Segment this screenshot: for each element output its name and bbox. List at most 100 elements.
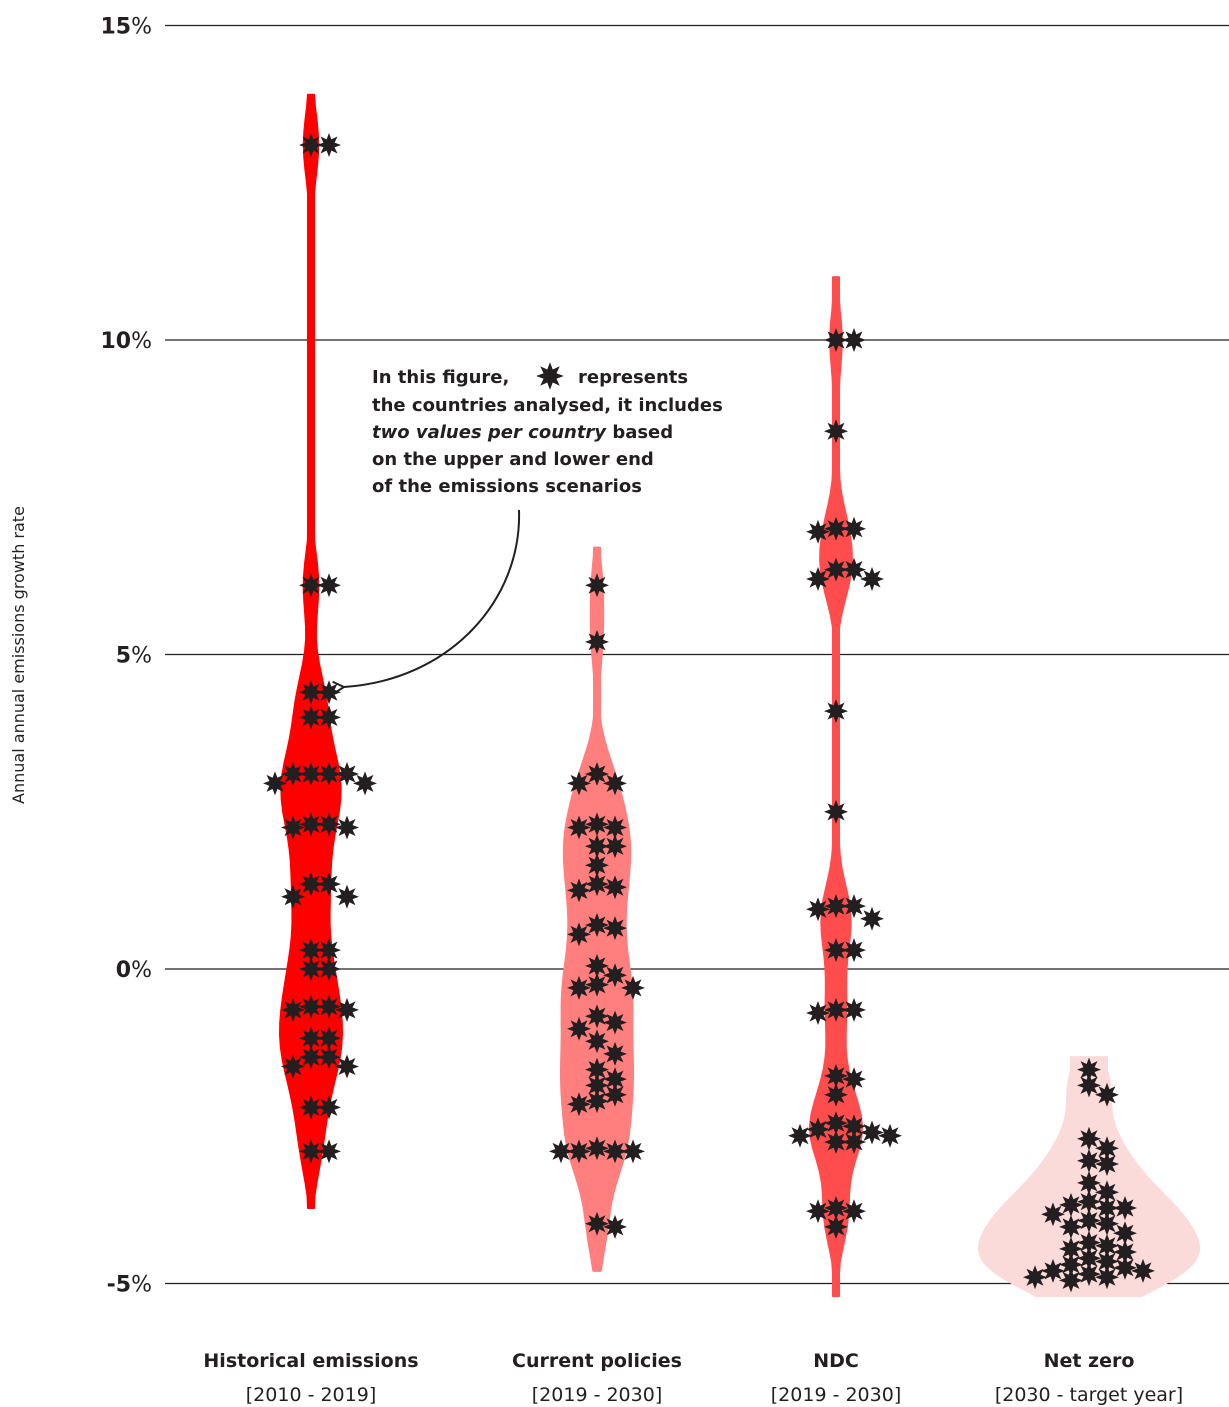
y-tick-label: 0% [116, 958, 152, 983]
note-line1-b: represents [578, 367, 688, 388]
country-point [603, 1082, 627, 1107]
country-point [842, 894, 866, 919]
country-point [317, 705, 341, 730]
note-marker-icon [536, 362, 564, 390]
country-point [585, 1211, 609, 1236]
country-point [878, 1123, 902, 1148]
country-point [621, 975, 645, 1000]
country-point [1095, 1211, 1119, 1236]
country-point [1077, 1208, 1101, 1233]
y-tick-label: 15% [100, 15, 152, 40]
country-point [603, 963, 627, 988]
country-point [1095, 1265, 1119, 1290]
country-point [567, 771, 591, 796]
y-tick-label: 5% [116, 644, 152, 669]
country-point [806, 1001, 830, 1025]
country-point [824, 1082, 848, 1107]
country-point [567, 815, 591, 840]
country-point [585, 573, 609, 598]
country-point [842, 997, 866, 1022]
y-tick-unit: % [131, 958, 152, 983]
country-point [335, 815, 359, 840]
violin-current-policies [560, 546, 634, 1272]
y-tick-unit: % [131, 1273, 152, 1298]
country-point [1095, 1152, 1119, 1176]
country-point [1113, 1255, 1137, 1280]
country-point [585, 1089, 609, 1114]
country-point [824, 419, 848, 444]
country-point [603, 875, 627, 900]
y-tick-label: 10% [100, 329, 152, 354]
country-point [281, 884, 305, 909]
country-point [806, 519, 830, 544]
country-point [585, 972, 609, 997]
country-point [585, 812, 609, 837]
country-point [860, 1120, 884, 1145]
country-point [1113, 1196, 1137, 1220]
country-point [263, 771, 287, 796]
category-period: [2030 - target year] [995, 1384, 1183, 1406]
note-line3-italic: two values per country [372, 422, 607, 443]
annotation-note: In this figure, represents the countries… [344, 362, 723, 687]
note-line1-a: In this figure, [372, 367, 509, 388]
category-name: Current policies [512, 1350, 682, 1372]
country-point [549, 1139, 573, 1164]
country-point [335, 762, 359, 786]
country-point [317, 573, 341, 598]
country-point [1059, 1192, 1083, 1217]
country-point [317, 1095, 341, 1120]
country-point [1077, 1126, 1101, 1151]
y-tick-label: -5% [107, 1273, 152, 1298]
country-point [1023, 1265, 1047, 1290]
country-point [585, 913, 609, 937]
country-point [603, 1041, 627, 1066]
y-tick-unit: % [131, 15, 152, 40]
y-tick-number: 15 [100, 15, 131, 40]
country-point [317, 1139, 341, 1164]
violin-historical-emissions [279, 93, 343, 1209]
country-point [317, 812, 341, 837]
country-point [1059, 1268, 1083, 1293]
country-point [585, 1136, 609, 1161]
country-point [824, 699, 848, 724]
country-point [806, 897, 830, 922]
country-point [335, 1054, 359, 1079]
country-point [585, 1004, 609, 1029]
country-point [1059, 1214, 1083, 1239]
country-point [1131, 1258, 1155, 1283]
country-point [603, 771, 627, 796]
country-point [1041, 1202, 1065, 1227]
country-point [335, 997, 359, 1022]
category-period: [2019 - 2030] [532, 1384, 662, 1406]
country-point [1041, 1258, 1065, 1283]
country-point [567, 1092, 591, 1117]
violins [279, 93, 1200, 1298]
country-point [353, 771, 377, 796]
country-point [621, 1139, 645, 1164]
country-point [842, 1067, 866, 1092]
country-point [317, 680, 341, 705]
country-point [603, 834, 627, 859]
country-point [317, 133, 341, 157]
country-point [585, 1029, 609, 1054]
country-point [603, 1214, 627, 1239]
svg-text:In this figure,: In this figure, [372, 367, 509, 388]
y-tick-number: 10 [100, 329, 131, 354]
country-point [806, 567, 830, 591]
country-point [567, 1016, 591, 1041]
y-axis-ticks: 15% 10% 5% 0% -5% [100, 15, 152, 1298]
country-point [860, 906, 884, 931]
country-point [1077, 1262, 1101, 1287]
category-labels: Historical emissions [2010 - 2019] Current… [203, 1350, 1183, 1406]
country-point [281, 997, 305, 1022]
country-point [824, 799, 848, 824]
svg-text:two values per country based: two values per country based [372, 422, 673, 443]
country-point [842, 1199, 866, 1224]
country-point [281, 762, 305, 786]
category-name: Net zero [1044, 1350, 1135, 1372]
country-point [317, 1045, 341, 1070]
country-point [603, 1010, 627, 1035]
country-point [567, 878, 591, 903]
country-point [281, 815, 305, 840]
country-point [603, 916, 627, 941]
